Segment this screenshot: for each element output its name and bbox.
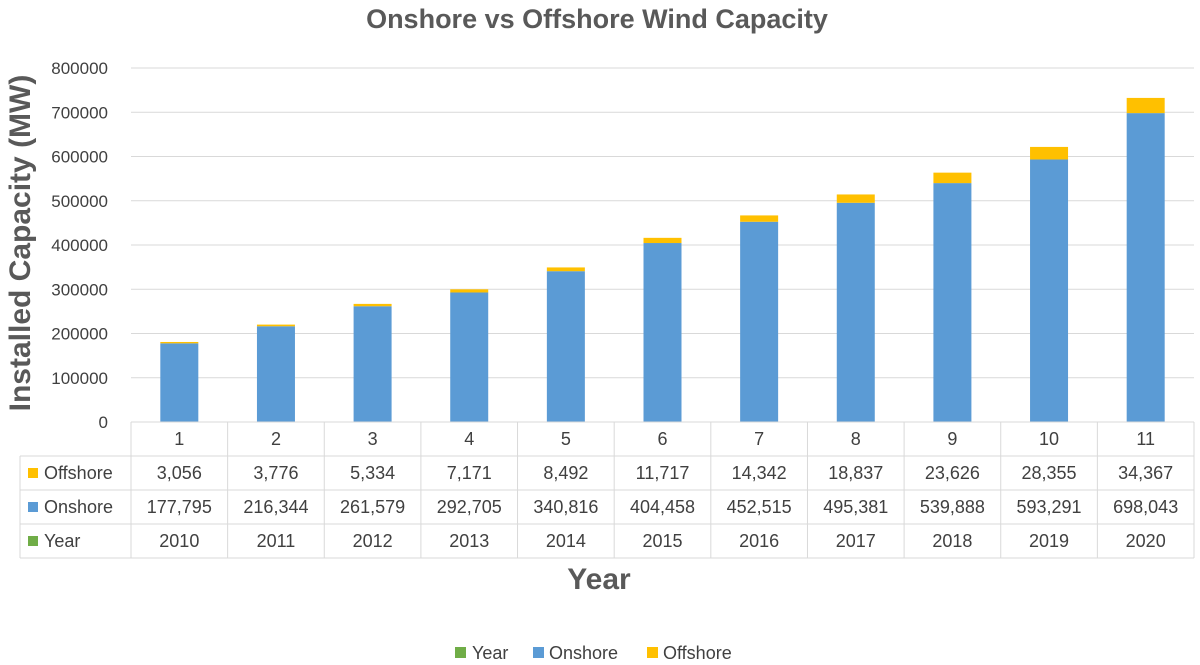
y-tick-label: 700000 [51,103,108,122]
x-tick-label: 9 [947,429,957,449]
x-tick-label: 4 [464,429,474,449]
bar-offshore [546,267,585,272]
table-row-header: Onshore [44,497,113,517]
table-cell: 2010 [159,531,199,551]
y-tick-label: 500000 [51,192,108,211]
legend-key [455,647,466,658]
data-table: 1 2 3 4 5 6 7 8 9 10 11 Offshore 3,056 3,776 5,334 7,17… [19,421,1195,559]
table-cell: 2014 [546,531,586,551]
legend-key [533,647,544,658]
table-cell: 8,492 [543,463,588,483]
x-tick-label: 11 [1136,429,1155,449]
bar-offshore [933,172,972,184]
legend-label: Onshore [549,643,618,663]
bar-onshore [933,183,972,422]
bar-offshore [836,194,875,203]
table-cell: 2011 [257,531,296,551]
legend-key [647,647,658,658]
y-tick-label: 100000 [51,369,108,388]
table-cell: 261,579 [340,497,405,517]
table-cell: 452,515 [727,497,792,517]
bar-onshore [836,202,875,422]
table-legend-key [28,536,38,546]
bar-onshore [1126,113,1165,423]
table-cell: 23,626 [925,463,980,483]
bar-offshore [353,303,392,307]
y-tick-label: 800000 [51,59,108,78]
bar-onshore [1030,159,1069,422]
y-axis-ticks: 0 100000 200000 300000 400000 500000 600000 700… [51,59,108,432]
y-tick-label: 600000 [51,148,108,167]
x-tick-label: 5 [561,429,571,449]
bar-onshore [546,271,585,422]
table-cell: 340,816 [533,497,598,517]
y-axis-title: Installed Capacity (MW) [4,75,37,412]
bar-offshore [160,341,199,344]
table-cell: 2019 [1029,531,1069,551]
table-cell: 495,381 [823,497,888,517]
table-cell: 2015 [642,531,682,551]
legend-label: Offshore [663,643,732,663]
x-tick-label: 8 [851,429,861,449]
table-cell: 177,795 [147,497,212,517]
bar-onshore [450,292,489,422]
bar-offshore [643,237,682,244]
x-tick-label: 6 [657,429,667,449]
bar-onshore [643,243,682,422]
bar-onshore [160,343,199,422]
x-axis-title: Year [567,563,631,596]
table-cell: 2012 [353,531,393,551]
chart-title: Onshore vs Offshore Wind Capacity [366,4,828,34]
bar-onshore [256,326,295,422]
table-cell: 7,171 [447,463,492,483]
table-cell: 2013 [449,531,489,551]
bar-offshore [1126,97,1165,114]
x-tick-label: 3 [368,429,378,449]
table-cell: 2017 [836,531,876,551]
bar-offshore [450,289,489,293]
table-cell: 539,888 [920,497,985,517]
x-tick-label: 2 [271,429,281,449]
legend-label: Year [472,643,508,663]
bar-offshore [1030,146,1069,160]
table-row-header: Offshore [44,463,113,483]
bar-offshore [256,324,295,327]
x-tick-label: 7 [754,429,764,449]
table-cell: 3,056 [157,463,202,483]
table-cell: 292,705 [437,497,502,517]
table-legend-key [28,502,38,512]
table-cell: 14,342 [732,463,787,483]
table-cell: 216,344 [243,497,308,517]
x-tick-label: 10 [1039,429,1059,449]
table-cell: 2018 [932,531,972,551]
table-cell: 34,367 [1118,463,1173,483]
bar-onshore [740,221,779,422]
table-cell: 404,458 [630,497,695,517]
bar-offshore [740,215,779,222]
table-row-header: Year [44,531,80,551]
table-cell: 11,717 [636,463,690,483]
bar-onshore [353,306,392,422]
y-tick-label: 400000 [51,236,108,255]
table-cell: 2016 [739,531,779,551]
table-cell: 18,837 [828,463,883,483]
table-cell: 28,355 [1022,463,1077,483]
table-cell: 698,043 [1113,497,1178,517]
table-cell: 593,291 [1017,497,1082,517]
x-tick-label: 1 [174,429,184,449]
table-cell: 5,334 [350,463,395,483]
y-tick-label: 0 [99,413,108,432]
y-tick-label: 300000 [51,280,108,299]
table-cell: 3,776 [253,463,298,483]
table-cell: 2020 [1126,531,1166,551]
legend: Year Onshore Offshore [455,643,732,663]
bars [160,97,1165,423]
y-tick-label: 200000 [51,325,108,344]
table-legend-key [28,468,38,478]
